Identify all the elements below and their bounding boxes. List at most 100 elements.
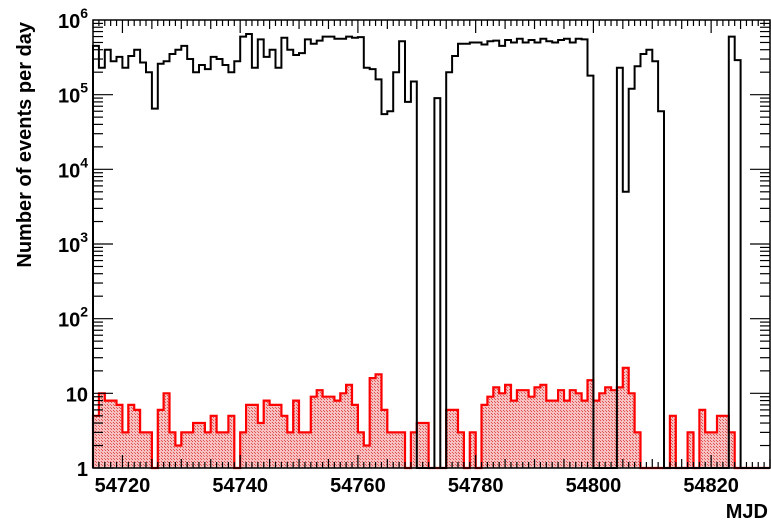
red-hist-bin [198,423,205,468]
red-hist-bin [104,400,111,468]
red-hist-bin [505,384,511,468]
red-hist-bin [499,393,506,468]
red-hist-bin [269,404,276,468]
red-hist-bin [534,387,541,468]
red-hist-bin [493,387,500,468]
red-hist-bin [210,415,217,468]
red-hist-bin [240,432,247,468]
red-hist-bin [416,423,423,468]
red-hist-bin [299,432,305,468]
red-hist-bin [334,400,341,468]
red-hist-bin [563,400,570,468]
red-hist-bin [275,404,282,468]
red-hist-bin [263,400,270,468]
red-hist-bin [540,384,547,468]
red-hist-bin [516,390,523,468]
red-hist-bin [728,432,735,468]
red-hist-bin [375,374,382,468]
red-hist-bin [216,432,223,468]
red-hist-bin [352,404,358,468]
red-hist-bin [711,432,718,468]
red-hist-bin [399,432,406,468]
red-hist-bin [611,390,617,468]
red-hist-bin [481,404,488,468]
x-tick-label: 54800 [566,475,622,497]
red-hist-bin [393,432,400,468]
red-hist-bin [569,390,576,468]
red-hist-bin [340,393,347,468]
red-hist-bin [369,378,376,468]
red-hist-bin [605,387,612,468]
red-hist-bin [246,404,252,468]
red-hist-bin [357,432,364,468]
red-hist-bin [717,415,723,468]
red-hist-bin [522,390,529,468]
y-tick-label: 10 [66,384,88,406]
red-hist-bin [722,415,729,468]
red-hist-bin [175,445,182,468]
y-tick-label: 1 [77,459,88,481]
x-tick-label: 54780 [448,475,504,497]
red-hist-bin [699,409,706,468]
filtered-events-histogram [91,366,770,470]
red-hist-outline [91,366,770,470]
red-hist-bin [204,432,211,468]
plot-frame [92,19,771,469]
red-hist-bin [304,432,311,468]
red-hist-bin [346,384,353,468]
red-hist-bin [310,396,317,468]
x-tick-label: 54740 [212,475,268,497]
y-tick-label: 102 [58,304,88,332]
y-axis: 1 10 102 103 104 105 106 [58,5,770,481]
red-hist-bin [558,390,564,468]
red-hist-bin [281,415,288,468]
red-hist-bin [251,404,258,468]
red-hist-bin [122,432,129,468]
red-hist-bin [669,415,676,468]
red-hist-bin [687,432,694,468]
red-hist-bin [457,432,464,468]
red-hist-bin [622,367,629,468]
red-hist-bin [145,432,152,468]
red-hist-bin [575,393,582,468]
red-hist-bin [116,404,123,468]
red-hist-bin [163,393,170,468]
x-axis-title: MJD [726,501,768,523]
red-hist-bin [387,432,394,468]
red-hist-bin [381,409,388,468]
red-hist-bin [510,400,517,468]
red-hist-bin [587,380,594,468]
red-hist-bin [616,387,623,468]
red-hist-bin [293,400,300,468]
x-tick-label: 54760 [330,475,386,497]
red-hist-bin [452,409,458,468]
red-hist-bin [599,393,606,468]
red-hist-bin [469,432,476,468]
red-hist-bin [446,409,453,468]
red-hist-bin [628,393,635,468]
red-hist-bin [363,445,370,468]
red-hist-bin [487,396,494,468]
x-tick-label: 54820 [683,475,739,497]
red-hist-bin [257,423,264,468]
y-axis-title: Number of events per day [14,21,36,268]
red-hist-bin [316,390,323,468]
red-hist-bin [528,396,535,468]
all-events-histogram [92,33,770,469]
y-tick-label: 104 [58,154,88,182]
y-tick-label: 105 [58,80,88,108]
red-hist-bin [581,400,588,468]
x-axis: 54720 54740 54760 54780 54800 54820 [92,20,771,497]
red-hist-bin [552,400,559,468]
red-hist-bin [634,432,641,468]
red-hist-bin [546,400,553,468]
red-hist-bin [287,432,294,468]
black-hist-outline [92,33,770,469]
y-tick-label: 106 [58,5,88,33]
red-hist-bin [328,396,335,468]
red-hist-bin [98,393,105,468]
red-hist-bin [593,400,600,468]
red-hist-bin [193,423,199,468]
red-hist-bin [422,423,429,468]
red-hist-bin [169,432,176,468]
